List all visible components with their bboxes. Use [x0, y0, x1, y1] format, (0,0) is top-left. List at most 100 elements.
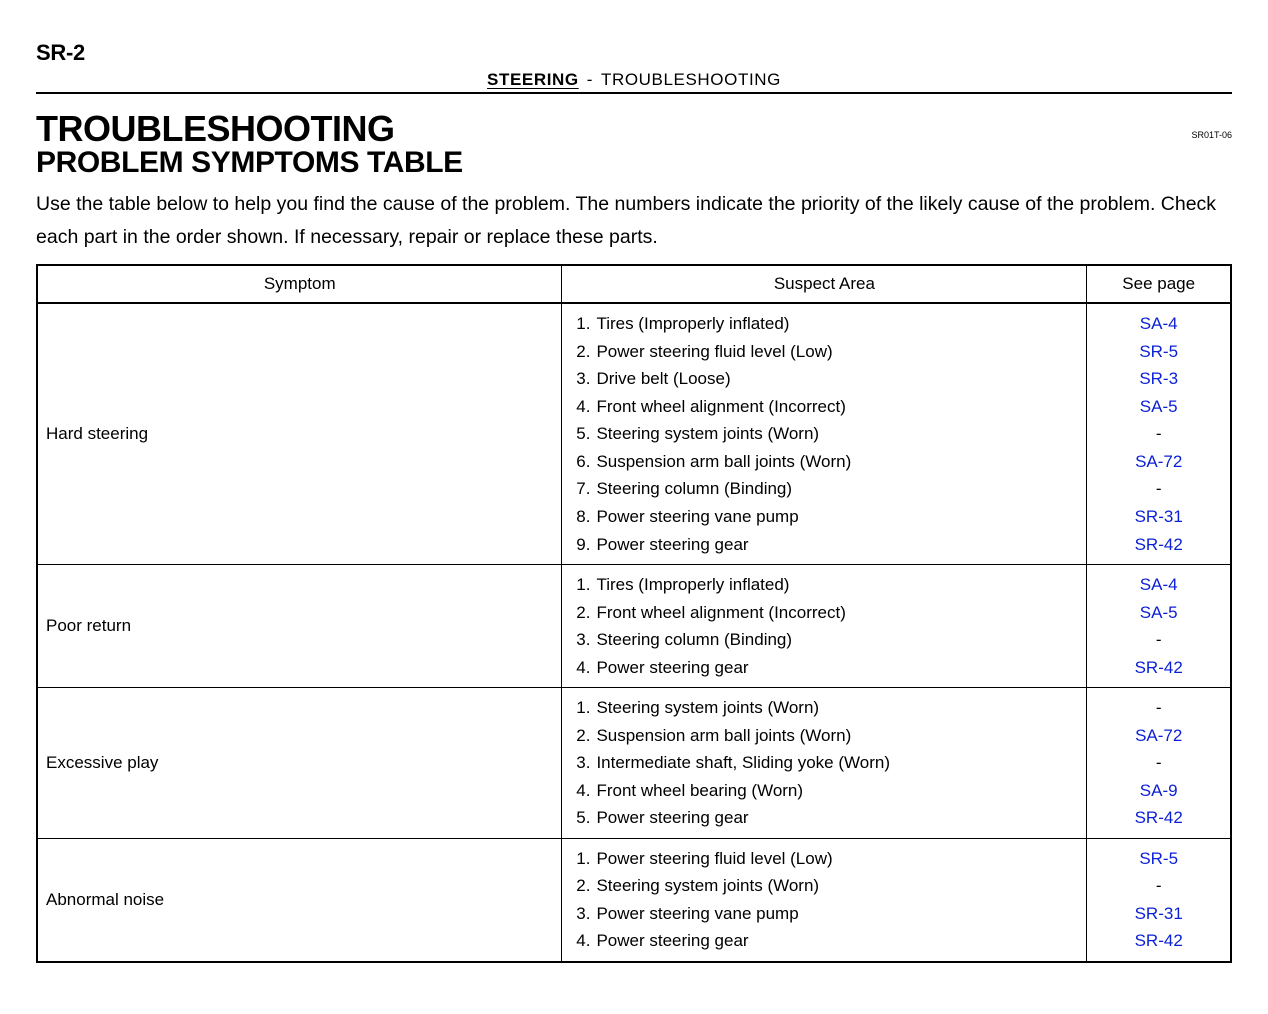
page-ref[interactable]: SR-3 — [1095, 365, 1222, 393]
suspect-number: 2. — [570, 872, 590, 900]
symptom-table: Symptom Suspect Area See page Hard steer… — [36, 264, 1232, 963]
page-ref[interactable]: SR-31 — [1095, 503, 1222, 531]
suspect-text: Steering system joints (Worn) — [596, 698, 819, 717]
suspect-number: 4. — [570, 777, 590, 805]
suspect-text: Steering column (Binding) — [596, 630, 792, 649]
suspect-text: Front wheel bearing (Worn) — [596, 781, 803, 800]
col-header-page: See page — [1087, 265, 1231, 303]
suspect-cell: 1. Tires (Improperly inflated) 2. Power ste… — [562, 303, 1087, 564]
suspect-text: Suspension arm ball joints (Worn) — [596, 452, 851, 471]
page-ref[interactable]: SR-42 — [1095, 531, 1222, 559]
page-ref[interactable]: SR-42 — [1095, 654, 1222, 682]
suspect-number: 3. — [570, 626, 590, 654]
suspect-number: 1. — [570, 845, 590, 873]
page-ref: - — [1095, 626, 1222, 654]
intro-text: Use the table below to help you find the… — [36, 188, 1232, 254]
suspect-number: 7. — [570, 475, 590, 503]
suspect-number: 3. — [570, 900, 590, 928]
suspect-item: 1.Tires (Improperly inflated) — [570, 571, 1078, 599]
suspect-item: 3. Steering column (Binding) — [570, 626, 1078, 654]
suspect-number: 1. — [570, 694, 590, 722]
suspect-cell: 1.Tires (Improperly inflated)2. Front whe… — [562, 565, 1087, 688]
suspect-item: 6. Suspension arm ball joints (Worn) — [570, 448, 1078, 476]
symptom-cell: Excessive play — [37, 688, 562, 839]
suspect-item: 8. Power steering vane pump — [570, 503, 1078, 531]
suspect-number: 2. — [570, 722, 590, 750]
suspect-text: Front wheel alignment (Incorrect) — [596, 397, 845, 416]
symptom-cell: Poor return — [37, 565, 562, 688]
suspect-text: Suspension arm ball joints (Worn) — [596, 726, 851, 745]
page-ref[interactable]: SA-9 — [1095, 777, 1222, 805]
suspect-number: 8. — [570, 503, 590, 531]
page-ref[interactable]: SA-4 — [1095, 310, 1222, 338]
header-subsection: TROUBLESHOOTING — [601, 70, 781, 90]
suspect-number: 5. — [570, 420, 590, 448]
page-cell: -SA-72-SA-9SR-42 — [1087, 688, 1231, 839]
page-ref[interactable]: SA-5 — [1095, 599, 1222, 627]
suspect-item: 3. Drive belt (Loose) — [570, 365, 1078, 393]
suspect-item: 2. Power steering fluid level (Low) — [570, 338, 1078, 366]
suspect-text: Power steering gear — [596, 658, 748, 677]
col-header-symptom: Symptom — [37, 265, 562, 303]
page-ref: - — [1095, 694, 1222, 722]
page-ref[interactable]: SA-72 — [1095, 448, 1222, 476]
suspect-text: Tires (Improperly inflated) — [596, 575, 789, 594]
suspect-text: Tires (Improperly inflated) — [596, 314, 789, 333]
symptom-cell: Hard steering — [37, 303, 562, 564]
suspect-item: 2. Steering system joints (Worn) — [570, 872, 1078, 900]
suspect-number: 2. — [570, 599, 590, 627]
page-ref[interactable]: SR-42 — [1095, 927, 1222, 955]
suspect-text: Power steering vane pump — [596, 904, 798, 923]
page-ref[interactable]: SA-72 — [1095, 722, 1222, 750]
page-ref[interactable]: SR-5 — [1095, 845, 1222, 873]
suspect-item: 2. Suspension arm ball joints (Worn) — [570, 722, 1078, 750]
suspect-text: Power steering fluid level (Low) — [596, 849, 832, 868]
suspect-text: Drive belt (Loose) — [596, 369, 730, 388]
suspect-number: 2. — [570, 338, 590, 366]
suspect-text: Front wheel alignment (Incorrect) — [596, 603, 845, 622]
page-ref[interactable]: SA-5 — [1095, 393, 1222, 421]
page-subtitle: PROBLEM SYMPTOMS TABLE — [36, 146, 1232, 180]
suspect-cell: 1. Steering system joints (Worn) 2. Suspens… — [562, 688, 1087, 839]
suspect-item: 9.Power steering gear — [570, 531, 1078, 559]
page-ref: - — [1095, 475, 1222, 503]
page-ref[interactable]: SA-4 — [1095, 571, 1222, 599]
table-row: Excessive play 1. Steering system joints (… — [37, 688, 1231, 839]
suspect-text: Power steering gear — [596, 931, 748, 950]
suspect-cell: 1. Power steering fluid level (Low) 2. Stee… — [562, 838, 1087, 962]
table-header-row: Symptom Suspect Area See page — [37, 265, 1231, 303]
suspect-item: 4. Front wheel alignment (Incorrect) — [570, 393, 1078, 421]
suspect-number: 6. — [570, 448, 590, 476]
suspect-number: 4. — [570, 654, 590, 682]
page-cell: SR-5-SR-31SR-42 — [1087, 838, 1231, 962]
suspect-item: 7.Steering column (Binding) — [570, 475, 1078, 503]
page-code: SR-2 — [36, 40, 1232, 66]
table-row: Poor return1.Tires (Improperly inflated)… — [37, 565, 1231, 688]
suspect-text: Power steering fluid level (Low) — [596, 342, 832, 361]
suspect-number: 3. — [570, 749, 590, 777]
suspect-item: 5.Power steering gear — [570, 804, 1078, 832]
page-ref[interactable]: SR-31 — [1095, 900, 1222, 928]
suspect-item: 2. Front wheel alignment (Incorrect) — [570, 599, 1078, 627]
col-header-suspect: Suspect Area — [562, 265, 1087, 303]
suspect-text: Power steering vane pump — [596, 507, 798, 526]
page-ref[interactable]: SR-5 — [1095, 338, 1222, 366]
suspect-text: Power steering gear — [596, 808, 748, 827]
page-ref[interactable]: SR-42 — [1095, 804, 1222, 832]
suspect-text: Steering system joints (Worn) — [596, 876, 819, 895]
table-row: Hard steering 1. Tires (Improperly inflate… — [37, 303, 1231, 564]
page-cell: SA-4SR-5SR-3SA-5-SA-72-SR-31SR-42 — [1087, 303, 1231, 564]
suspect-number: 3. — [570, 365, 590, 393]
page-ref: - — [1095, 872, 1222, 900]
header-breadcrumb: STEERING - TROUBLESHOOTING — [36, 70, 1232, 94]
suspect-number: 1. — [570, 310, 590, 338]
page-cell: SA-4SA-5-SR-42 — [1087, 565, 1231, 688]
page-ref: - — [1095, 420, 1222, 448]
suspect-text: Steering system joints (Worn) — [596, 424, 819, 443]
suspect-number: 4. — [570, 393, 590, 421]
header-separator: - — [587, 70, 593, 90]
suspect-text: Intermediate shaft, Sliding yoke (Worn) — [596, 753, 890, 772]
symptom-cell: Abnormal noise — [37, 838, 562, 962]
suspect-item: 3. Intermediate shaft, Sliding yoke (Worn… — [570, 749, 1078, 777]
suspect-number: 9. — [570, 531, 590, 559]
